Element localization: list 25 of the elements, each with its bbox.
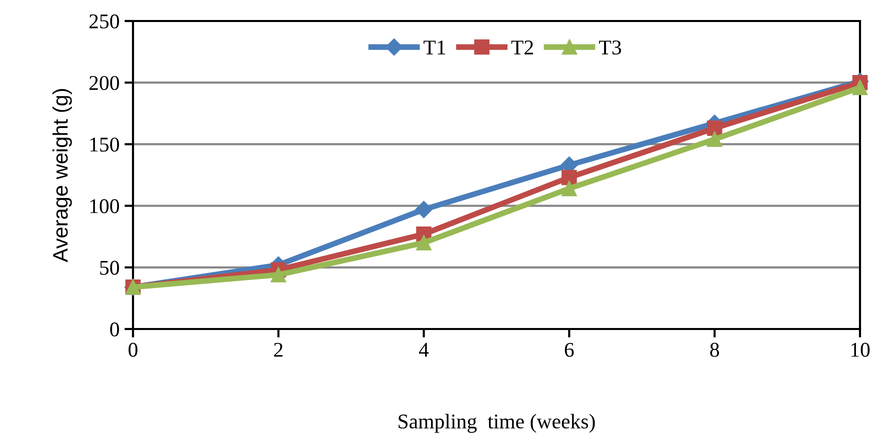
point — [562, 180, 577, 196]
point — [270, 267, 286, 282]
x-tick-label: 0 — [128, 342, 138, 357]
y-tick-label: 200 — [89, 76, 120, 90]
point — [562, 170, 577, 186]
point — [852, 80, 868, 96]
y-tick-label: 50 — [100, 260, 120, 275]
y-tick-label: 250 — [89, 14, 120, 28]
x-tick-label: 8 — [710, 342, 720, 357]
x-axis-title: Sampling time (weeks) — [398, 414, 595, 433]
y-tick-label: 0 — [110, 322, 120, 336]
point — [706, 120, 722, 136]
y-tick-label: 100 — [90, 199, 120, 214]
point — [416, 235, 432, 250]
point — [415, 200, 432, 218]
x-tick-label: 4 — [419, 342, 429, 357]
x-tick-label: 2 — [274, 342, 282, 357]
x-tick-label: 6 — [564, 342, 574, 357]
legend-label: T2 — [511, 40, 533, 54]
legend-label: T1 — [424, 40, 446, 54]
point — [706, 132, 722, 147]
y-axis-title: Average weight (g) — [52, 89, 72, 262]
legend-label: T3 — [599, 40, 622, 55]
y-tick-label: 150 — [90, 138, 120, 152]
x-tick-label: 10 — [851, 342, 870, 357]
